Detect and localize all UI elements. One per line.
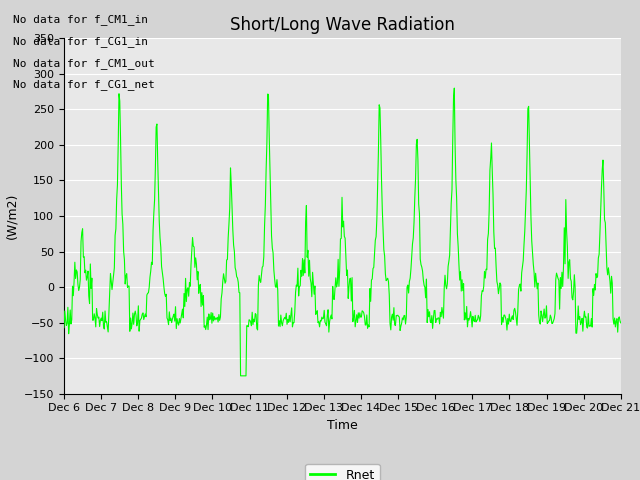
Text: No data for f_CM1_out: No data for f_CM1_out: [13, 58, 154, 69]
Text: No data for f_CM1_in: No data for f_CM1_in: [13, 14, 148, 25]
Legend: Rnet: Rnet: [305, 464, 380, 480]
Title: Short/Long Wave Radiation: Short/Long Wave Radiation: [230, 16, 455, 34]
Y-axis label: (W/m2): (W/m2): [5, 193, 19, 239]
Text: No data for f_CG1_net: No data for f_CG1_net: [13, 79, 154, 90]
X-axis label: Time: Time: [327, 419, 358, 432]
Text: No data for f_CG1_in: No data for f_CG1_in: [13, 36, 148, 47]
